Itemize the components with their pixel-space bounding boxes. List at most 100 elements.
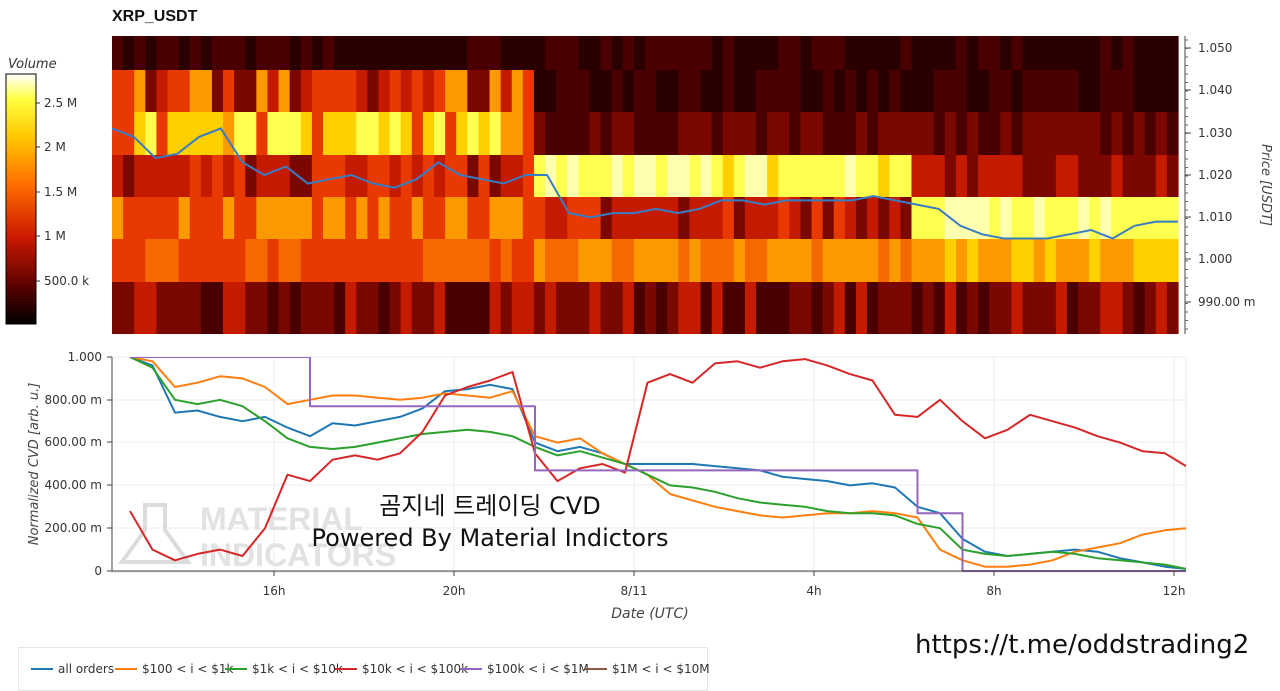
heatmap-cell [378, 197, 391, 239]
heatmap-cell [578, 112, 591, 155]
heatmap-cell [223, 155, 235, 197]
heatmap-cell [289, 282, 302, 334]
heatmap-cell [200, 70, 213, 112]
telegram-link[interactable]: https://t.me/oddstrading2 [915, 630, 1250, 660]
heatmap-cell [678, 155, 691, 197]
heatmap-cell [678, 112, 691, 155]
heatmap-cell [1011, 155, 1024, 197]
heatmap-cell [389, 155, 402, 197]
heatmap-cell [667, 70, 679, 112]
legend-item[interactable]: $1M < i < $10M [585, 662, 710, 676]
heatmap-cell [500, 197, 513, 239]
heatmap-cell [922, 36, 935, 70]
heatmap-cell [1033, 197, 1046, 239]
heatmap-cell [178, 197, 191, 239]
heatmap-cell [722, 155, 735, 197]
heatmap-cell [211, 112, 224, 155]
heatmap-cell [600, 239, 613, 282]
heatmap-cell [611, 197, 624, 239]
heatmap-cell [900, 112, 913, 155]
heatmap-cell [1078, 197, 1090, 239]
heatmap-cell [933, 155, 946, 197]
heatmap-cell [389, 282, 402, 334]
heatmap-cell [867, 239, 879, 282]
heatmap-cell [567, 112, 579, 155]
heatmap-cell [567, 282, 579, 334]
heatmap-cell [400, 239, 413, 282]
heatmap-cell [789, 197, 802, 239]
heatmap-cell [1055, 282, 1068, 334]
heatmap-cell [622, 282, 635, 334]
heatmap-cell [1100, 197, 1112, 239]
heatmap-cell [289, 197, 302, 239]
heatmap-cell [1133, 197, 1146, 239]
cvd-y-tick-label: 1.000 [68, 350, 102, 364]
heatmap-cell [345, 70, 357, 112]
heatmap-cell [1166, 112, 1179, 155]
heatmap-cell [567, 197, 579, 239]
heatmap-cell [112, 155, 124, 197]
heatmap-cell [1122, 155, 1135, 197]
heatmap-cell [311, 70, 324, 112]
heatmap-cell [1055, 36, 1068, 70]
heatmap-cell [711, 197, 724, 239]
heatmap-cell [867, 112, 879, 155]
legend-label: $1M < i < $10M [612, 662, 710, 676]
heatmap-cell [756, 282, 768, 334]
legend-item[interactable]: $100 < i < $1k [115, 662, 233, 676]
heatmap-cell [556, 70, 568, 112]
heatmap-cell [256, 36, 269, 70]
heatmap-cell [1078, 155, 1090, 197]
heatmap-cell [889, 70, 901, 112]
legend-item[interactable]: $1k < i < $10k [225, 662, 343, 676]
heatmap-cell [611, 155, 624, 197]
legend-item[interactable]: all orders [31, 662, 114, 676]
heatmap-cell [700, 197, 713, 239]
heatmap-cell [978, 155, 990, 197]
heatmap-cell [245, 282, 257, 334]
heatmap-cell [511, 112, 524, 155]
heatmap-cell [622, 36, 635, 70]
heatmap-cell [1000, 197, 1013, 239]
heatmap-cell [1122, 197, 1135, 239]
heatmap-cell [411, 70, 424, 112]
heatmap-cell [733, 197, 746, 239]
heatmap-cell [622, 239, 635, 282]
heatmap-cell [123, 197, 135, 239]
heatmap-cell [833, 36, 846, 70]
legend-item[interactable]: $10k < i < $100k [335, 662, 468, 676]
heatmap-cell [578, 70, 591, 112]
heatmap-cell [1055, 155, 1068, 197]
heatmap-cell [211, 239, 224, 282]
heatmap-cell [334, 36, 346, 70]
heatmap-cell [245, 155, 257, 197]
heatmap-cell [389, 239, 402, 282]
heatmap-cell [467, 197, 480, 239]
heatmap-cell [744, 112, 757, 155]
heatmap-cell [245, 197, 257, 239]
heatmap-cell [855, 112, 868, 155]
heatmap-cell [667, 112, 679, 155]
heatmap-cell [334, 70, 346, 112]
heatmap-cell [989, 155, 1001, 197]
heatmap-cell [267, 155, 280, 197]
legend-swatch [335, 668, 357, 670]
heatmap-cell [389, 36, 402, 70]
heatmap-cell [1078, 70, 1090, 112]
heatmap-cell [478, 239, 491, 282]
heatmap-cell [1100, 70, 1112, 112]
heatmap-cell [467, 36, 480, 70]
heatmap-cell [123, 36, 135, 70]
heatmap-cell [578, 239, 591, 282]
heatmap-cell [1166, 282, 1179, 334]
heatmap-cell [756, 239, 768, 282]
heatmap-cell [844, 36, 857, 70]
heatmap-cell [533, 197, 546, 239]
heatmap-cell [478, 282, 491, 334]
legend-item[interactable]: $100k < i < $1M [460, 662, 589, 676]
cvd-y-tick-label: 400.00 m [45, 478, 103, 492]
heatmap-cell [322, 282, 335, 334]
heatmap-cell [567, 239, 579, 282]
heatmap-cell [256, 155, 269, 197]
